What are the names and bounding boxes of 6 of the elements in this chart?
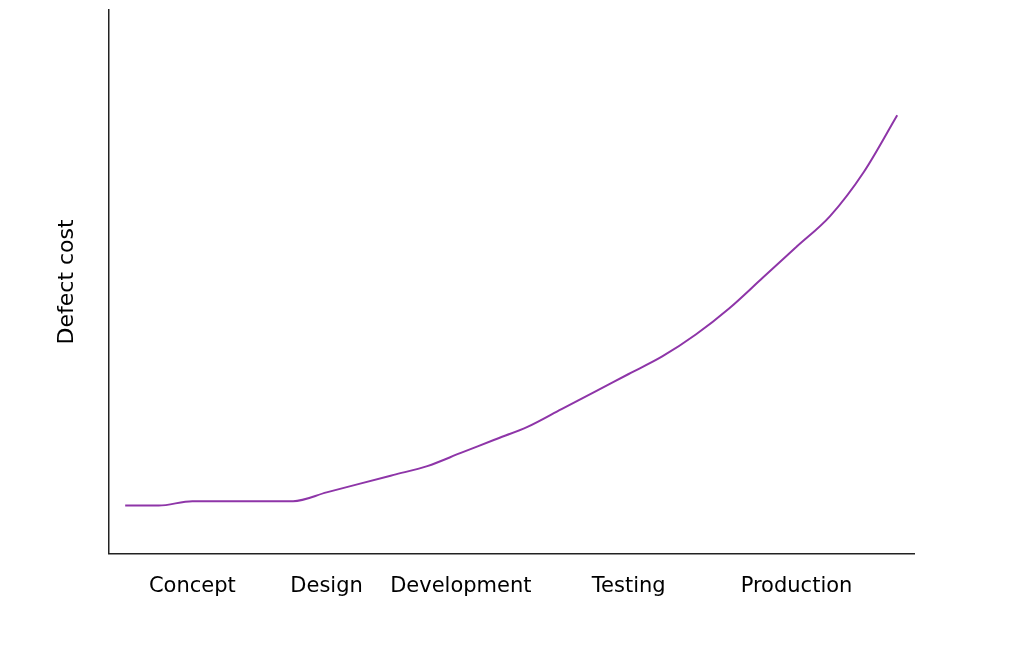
x-tick-label: Design <box>290 572 363 597</box>
y-axis-title: Defect cost <box>52 218 78 345</box>
x-tick-label: Concept <box>148 572 236 597</box>
x-tick-label: Production <box>740 572 853 597</box>
x-tick-label: Development <box>390 572 532 597</box>
x-tick-label: Testing <box>590 572 666 597</box>
